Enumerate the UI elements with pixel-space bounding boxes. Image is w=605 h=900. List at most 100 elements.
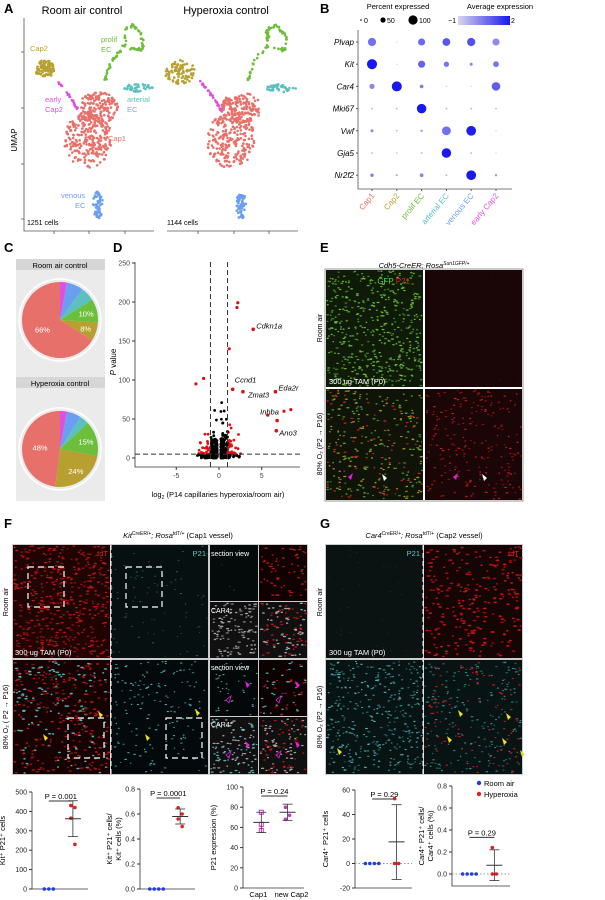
- image-e-merge-hyperoxia-signal: [378, 477, 381, 479]
- umap-point-cap1: [93, 121, 96, 124]
- image-f-tdt-room-air-signal: [70, 591, 74, 593]
- image-e-merge-room-air-signal: [408, 350, 412, 352]
- image-f-tdt-hyperoxia-signal: [41, 690, 45, 693]
- umap-point-cap1: [69, 142, 72, 146]
- image-f-tdt-hyperoxia-signal: [83, 706, 88, 709]
- image-f-tdt-room-air-signal: [93, 650, 97, 652]
- image-e-merge-hyperoxia-signal: [329, 391, 332, 394]
- image-f-p21-hyperoxia-signal: [157, 724, 160, 726]
- umap-point-cap1: [82, 142, 86, 145]
- image-e-p21-hyperoxia-signal: [512, 459, 515, 461]
- image-e-merge-hyperoxia-signal: [392, 442, 396, 444]
- image-e-merge-hyperoxia-signal: [327, 445, 331, 448]
- image-f-section-p21-hyp-signal: [238, 680, 240, 682]
- image-e-p21-hyperoxia-signal: [515, 393, 518, 395]
- image-e-merge-room-air-signal: [402, 318, 405, 320]
- image-e-merge-room-air-signal: [340, 282, 344, 284]
- image-f-car4-merge-hyp-signal: [282, 766, 286, 769]
- image-f-tdt-room-air-signal: [31, 594, 35, 597]
- image-f-p21-room-air-signal: [153, 633, 155, 635]
- image-f-tdt-room-air-signal: [82, 585, 86, 588]
- umap-point-cap1: [218, 147, 221, 150]
- umap-point-cap1: [88, 111, 91, 114]
- image-f-tdt-hyperoxia-signal: [60, 741, 64, 743]
- image-f-tdt-room-air-signal: [23, 586, 28, 588]
- image-f-tdt-room-air-signal: [77, 586, 81, 589]
- image-e-merge-room-air-signal: [378, 339, 382, 342]
- image-e-merge-room-air-signal: [383, 294, 386, 297]
- umap-point-cap1: [99, 92, 103, 96]
- umap-point-venous: [98, 193, 101, 196]
- image-f-car4-hyp-signal: [223, 759, 227, 762]
- image-f-car4-merge-signal: [279, 655, 283, 658]
- umap-point-cap1: [251, 127, 254, 131]
- umap-point-early-cap2: [76, 106, 79, 110]
- volcano-point: [230, 450, 234, 454]
- image-f-car4-signal: [237, 641, 242, 643]
- image-e-merge-room-air-signal: [355, 294, 359, 297]
- umap-point-cap1: [91, 96, 95, 100]
- image-f-car4-signal: [213, 632, 217, 635]
- umap-point-cap1: [224, 128, 228, 132]
- umap-point-cap2: [189, 72, 193, 75]
- image-f-tdt-hyperoxia-signal: [67, 696, 71, 698]
- image-e-p21-hyperoxia-signal: [502, 407, 505, 409]
- image-f-tdt-room-air-signal: [105, 576, 109, 579]
- image-f-car4-merge-signal: [264, 641, 268, 644]
- image-f-car4-hyp-signal: [229, 722, 233, 724]
- umap-point-cap1: [84, 136, 88, 139]
- image-f-tdt-room-air-signal: [75, 621, 79, 624]
- image-e-merge-room-air-signal: [329, 351, 333, 353]
- image-f-tdt-room-air-signal: [46, 574, 49, 577]
- umap-point-arterial: [134, 83, 138, 86]
- umap-point-cap2: [173, 60, 177, 64]
- image-f-tdt-room-air-signal: [104, 649, 109, 651]
- umap-point-cap1: [242, 107, 246, 111]
- volcano-point: [235, 305, 239, 310]
- image-f-tdt-room-air-signal: [72, 602, 76, 605]
- image-f-tdt-room-air-signal: [94, 593, 97, 596]
- image-e-merge-room-air-signal: [392, 291, 395, 294]
- umap-point-venous: [238, 193, 241, 197]
- image-f-car4-signal: [253, 644, 257, 646]
- image-f-tdt-room-air-signal: [104, 615, 108, 618]
- image-f-car4-hyp-signal: [229, 742, 232, 745]
- umap-point-cap1: [236, 112, 239, 115]
- image-e-merge-room-air-signal: [397, 379, 400, 382]
- umap-point-cap1: [88, 148, 92, 151]
- image-f-tdt-hyperoxia-signal: [70, 764, 73, 767]
- image-e-p21-room-air-signal: [460, 366, 463, 368]
- image-f-tdt-room-air-signal: [24, 548, 27, 550]
- image-e-merge-hyperoxia-signal: [356, 406, 360, 408]
- image-f-tdt-hyperoxia-signal: [63, 680, 67, 683]
- umap-point-prolif: [276, 25, 279, 28]
- image-f-car4-merge-signal: [304, 644, 307, 646]
- image-f-tdt-hyperoxia-signal: [95, 663, 100, 665]
- image-e-merge-room-air-signal: [370, 304, 374, 307]
- umap-point-prolif: [111, 57, 115, 60]
- image-e-merge-room-air-signal: [402, 313, 405, 315]
- image-e-merge-room-air-signal: [380, 285, 383, 288]
- umap-point-cap1: [209, 128, 213, 131]
- size-legend-tick-100: 100: [419, 18, 431, 25]
- image-e-merge-hyperoxia-signal: [355, 467, 358, 470]
- umap-point-cap1: [72, 125, 76, 128]
- umap-point-cap1: [224, 100, 227, 104]
- image-e-merge-hyperoxia-signal: [377, 479, 381, 481]
- image-e-merge-hyperoxia-signal: [382, 490, 386, 492]
- umap-point-cap1: [243, 149, 246, 153]
- image-f-tdt-room-air-signal: [48, 639, 52, 641]
- dot-Nr2f2-arterial-EC: [445, 174, 448, 177]
- image-f-p21-hyperoxia-signal: [121, 680, 124, 682]
- image-f-car4-signal: [249, 629, 254, 631]
- image-f-tdt-hyperoxia-signal: [57, 712, 60, 715]
- image-f-tdt-room-air-signal: [29, 619, 34, 622]
- image-f-tdt-room-air-signal: [28, 549, 31, 552]
- image-f-car4-merge-signal: [263, 629, 266, 632]
- image-f-tdt-room-air-signal: [50, 628, 55, 630]
- umap-point-cap2: [182, 71, 185, 74]
- image-f-tdt-room-air-signal: [100, 644, 104, 646]
- image-e-merge-hyperoxia-signal: [383, 420, 387, 422]
- image-f-tdt-room-air-signal: [59, 594, 64, 597]
- umap-point-arterial: [266, 88, 269, 91]
